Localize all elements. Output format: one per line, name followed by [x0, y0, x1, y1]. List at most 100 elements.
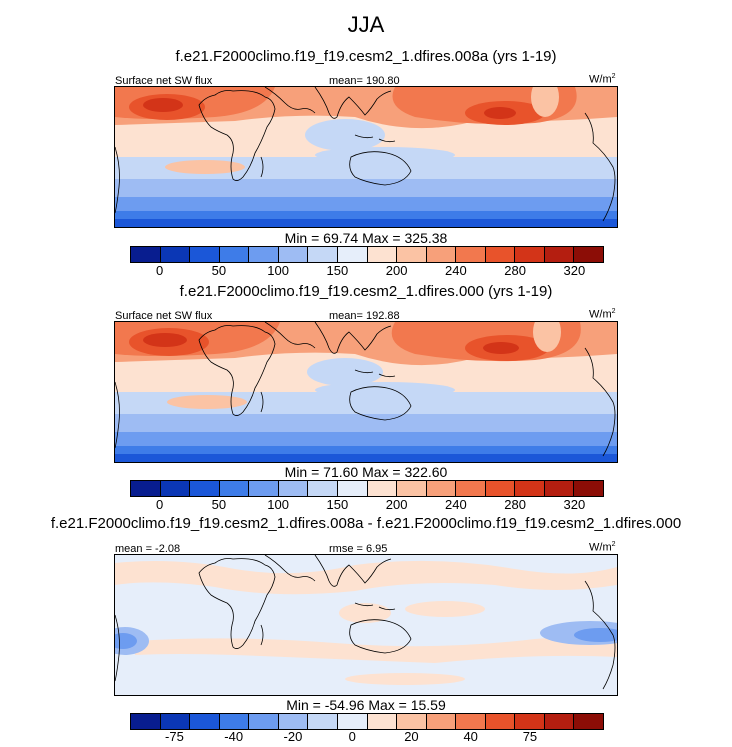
- colorbar-swatch-14: [544, 247, 575, 262]
- colorbar-swatch-7: [337, 481, 368, 496]
- south-america-coast: [584, 112, 616, 222]
- colorbar-swatch-0: [131, 714, 161, 729]
- colorbar-tick-label: 100: [267, 263, 289, 278]
- colorbar-tick-label: 200: [385, 263, 408, 278]
- colorbar-swatch-7: [337, 247, 368, 262]
- panel-2-mean: mean= 192.88: [329, 310, 400, 322]
- colorbar-swatch-12: [485, 481, 516, 496]
- coastlines: [115, 322, 616, 457]
- africa-outline: [198, 558, 276, 649]
- itcz: [315, 382, 455, 398]
- panel-3-map-svg: [115, 555, 617, 695]
- panel-1-title: f.e21.F2000climo.f19_f19.cesm2_1.dfires.…: [175, 48, 557, 65]
- colorbar-swatch-6: [308, 481, 338, 496]
- colorbar-swatch-4: [249, 714, 279, 729]
- arabia-coast: [264, 322, 316, 349]
- colorbar-swatch-14: [544, 481, 575, 496]
- colorbar-swatch-2: [190, 714, 220, 729]
- west-edge-coast: [115, 614, 120, 682]
- colorbar-swatch-7: [337, 714, 368, 729]
- itcz: [315, 147, 455, 163]
- madagascar-outline: [260, 624, 264, 646]
- colorbar-swatch-9: [397, 714, 427, 729]
- panel-3-map: [114, 554, 618, 696]
- africa-outline: [198, 325, 276, 416]
- colorbar-swatch-0: [131, 247, 161, 262]
- panel-2-map: [114, 321, 618, 463]
- colorbar-tick-label: 240: [445, 497, 467, 512]
- pacific-peak: [484, 107, 516, 119]
- west-edge-coast: [115, 146, 120, 214]
- australia-outline: [349, 151, 412, 186]
- australia-outline: [349, 619, 412, 654]
- colorbar-tick-label: 200: [385, 497, 408, 512]
- panel-1-map-svg: [115, 87, 617, 227]
- colorbar-swatch-3: [219, 714, 250, 729]
- colorbar-swatch-12: [485, 247, 516, 262]
- panel-1-units: W/m2: [589, 73, 616, 86]
- panel-2-title: f.e21.F2000climo.f19_f19.cesm2_1.dfires.…: [179, 283, 553, 300]
- warm-band-antarctic: [345, 673, 465, 685]
- cool-east-inner: [574, 628, 617, 642]
- subtropic-warm: [165, 160, 245, 174]
- colorbar-tick-label: 280: [504, 263, 526, 278]
- panel-3-colorbar: [130, 713, 604, 730]
- panel-2-colorbar: [130, 480, 604, 497]
- colorbar-swatch-1: [160, 481, 191, 496]
- panel-3-colorbar-ticks: -75 -40 -20 0 20 40 75: [130, 729, 604, 745]
- colorbar-swatch-5: [278, 714, 309, 729]
- colorbar-tick-label: -20: [283, 729, 303, 744]
- colorbar-swatch-0: [131, 481, 161, 496]
- panel-1-map: [114, 86, 618, 228]
- colorbar-tick-label: 100: [267, 497, 289, 512]
- colorbar-tick-label: 150: [326, 497, 349, 512]
- colorbar-swatch-3: [219, 481, 250, 496]
- colorbar-swatch-10: [426, 247, 457, 262]
- panel-3-title: f.e21.F2000climo.f19_f19.cesm2_1.dfires.…: [50, 515, 682, 532]
- atlantic-peak: [143, 98, 183, 112]
- colorbar-swatch-13: [515, 714, 545, 729]
- warm-patch-indian: [339, 603, 391, 623]
- panel-2-map-svg: [115, 322, 617, 462]
- colorbar-tick-label: 150: [326, 263, 349, 278]
- colorbar-tick-label: 320: [563, 497, 586, 512]
- warm-band-south: [135, 637, 617, 663]
- panel-2-variable: Surface net SW flux: [115, 310, 213, 322]
- coastlines: [115, 87, 616, 222]
- colorbar-swatch-1: [160, 247, 191, 262]
- panel-1-minmax: Min = 69.74 Max = 325.38: [284, 230, 448, 246]
- africa-outline: [198, 90, 276, 181]
- colorbar-swatch-6: [308, 247, 338, 262]
- asia-coast: [314, 555, 392, 587]
- colorbar-swatch-4: [249, 481, 279, 496]
- band-south-1: [115, 157, 617, 179]
- colorbar-tick-label: 0: [156, 263, 164, 278]
- panel-1-variable: Surface net SW flux: [115, 75, 213, 87]
- band-south-2: [115, 179, 617, 197]
- colorbar-swatch-8: [367, 247, 398, 262]
- australia-outline: [349, 386, 412, 421]
- colorbar-swatch-12: [485, 714, 516, 729]
- colorbar-swatch-13: [515, 481, 545, 496]
- colorbar-swatch-1: [160, 714, 191, 729]
- colorbar-tick-label: 50: [211, 497, 227, 512]
- band-south-1: [115, 392, 617, 414]
- colorbar-swatch-5: [278, 247, 309, 262]
- indonesia-coast: [354, 369, 396, 378]
- atlantic-peak: [143, 333, 187, 347]
- asia-coast: [314, 322, 392, 354]
- colorbar-tick-label: 320: [563, 263, 586, 278]
- colorbar-tick-label: 20: [404, 729, 419, 744]
- colorbar-tick-label: 40: [463, 729, 478, 744]
- colorbar-swatch-15: [574, 714, 603, 729]
- panel-3-mean: mean = -2.08: [115, 543, 181, 555]
- colorbar-swatch-11: [456, 481, 486, 496]
- cool-west-inner: [115, 633, 137, 649]
- colorbar-tick-label: -40: [224, 729, 244, 744]
- band-south-4: [115, 211, 617, 219]
- indian-ocean-cool: [305, 119, 385, 151]
- pacific-streak: [533, 322, 561, 352]
- band-south-3: [115, 197, 617, 211]
- indonesia-coast: [354, 602, 396, 611]
- south-america-coast: [584, 580, 616, 690]
